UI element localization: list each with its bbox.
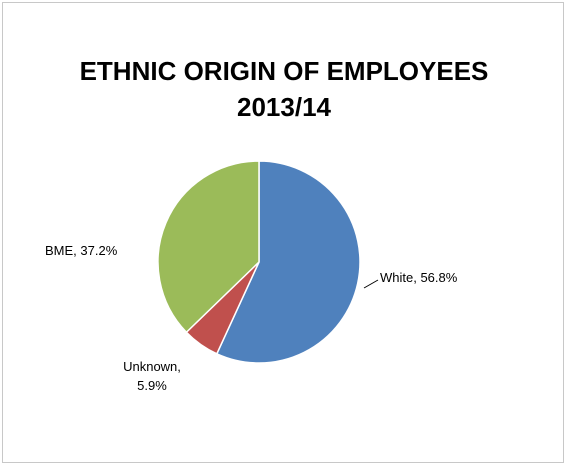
leader-line-white xyxy=(363,279,379,289)
chart-title-line-1: ETHNIC ORIGIN OF EMPLOYEES xyxy=(79,56,489,86)
pie-slice-bme xyxy=(157,160,260,334)
slice-label-white: White, 56.8% xyxy=(380,270,458,285)
pie-slices xyxy=(157,160,361,364)
slice-label-bme: BME, 37.2% xyxy=(45,243,118,258)
pie-slice-white xyxy=(215,160,361,364)
slice-label-unknown-line-1: Unknown, xyxy=(123,359,181,374)
slice-label-unknown-line-2: 5.9% xyxy=(137,378,167,393)
chart-title-line-2: 2013/14 xyxy=(237,92,331,122)
chart-title: ETHNIC ORIGIN OF EMPLOYEES 2013/14 xyxy=(3,53,565,125)
